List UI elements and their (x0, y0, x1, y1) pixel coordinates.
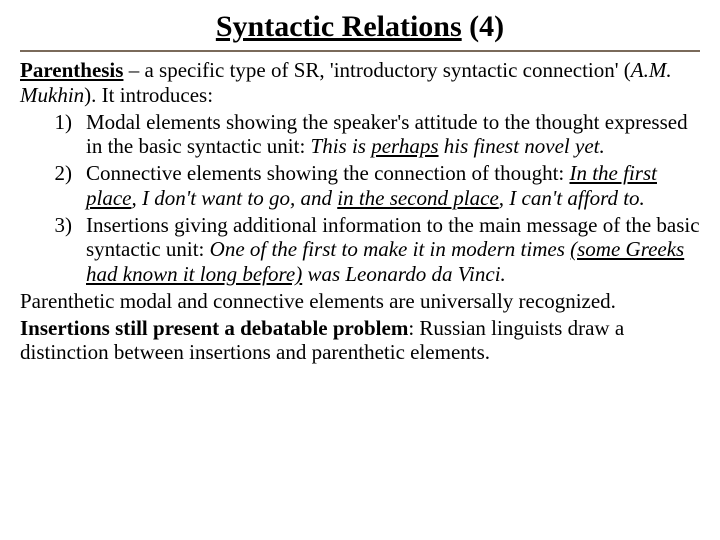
intro-paragraph: Parenthesis – a specific type of SR, 'in… (20, 58, 700, 108)
list-body-2: Connective elements showing the connecti… (86, 161, 700, 211)
item1-example-pre: This is (311, 134, 372, 158)
list-number-2: 2) (20, 161, 86, 211)
list-body-1: Modal elements showing the speaker's att… (86, 110, 700, 160)
term-parenthesis: Parenthesis (20, 58, 123, 82)
item1-example-keyword: perhaps (371, 134, 438, 158)
paragraph-3: Insertions still present a debatable pro… (20, 316, 700, 366)
item2-text: Connective elements showing the connecti… (86, 161, 569, 185)
title-text-underlined: Syntactic Relations (216, 10, 462, 43)
item3-example-post: was Leonardo da Vinci. (302, 262, 506, 286)
slide-title: Syntactic Relations (4) (20, 10, 700, 44)
item3-example-pre: One of the first to make it in modern ti… (210, 237, 570, 261)
item2-end: , I can't afford to. (499, 186, 645, 210)
paragraph-2: Parenthetic modal and connective element… (20, 289, 700, 314)
title-rule (20, 50, 700, 52)
slide: Syntactic Relations (4) Parenthesis – a … (0, 0, 720, 540)
list-item-1: 1) Modal elements showing the speaker's … (20, 110, 700, 160)
item2-phrase2: in the second place (337, 186, 499, 210)
body-text: Parenthesis – a specific type of SR, 'in… (20, 58, 700, 365)
list-item-3: 3) Insertions giving additional informat… (20, 213, 700, 287)
para3-bold: Insertions still present a debatable pro… (20, 316, 408, 340)
intro-post: ). It introduces: (84, 83, 213, 107)
list-item-2: 2) Connective elements showing the conne… (20, 161, 700, 211)
list-number-3: 3) (20, 213, 86, 287)
item1-example-post: his finest novel yet. (439, 134, 605, 158)
title-text-suffix: (4) (462, 10, 504, 43)
intro-mid: – a specific type of SR, 'introductory s… (123, 58, 630, 82)
item2-mid1: , I don't want to go, and (131, 186, 337, 210)
list-body-3: Insertions giving additional information… (86, 213, 700, 287)
list-number-1: 1) (20, 110, 86, 160)
